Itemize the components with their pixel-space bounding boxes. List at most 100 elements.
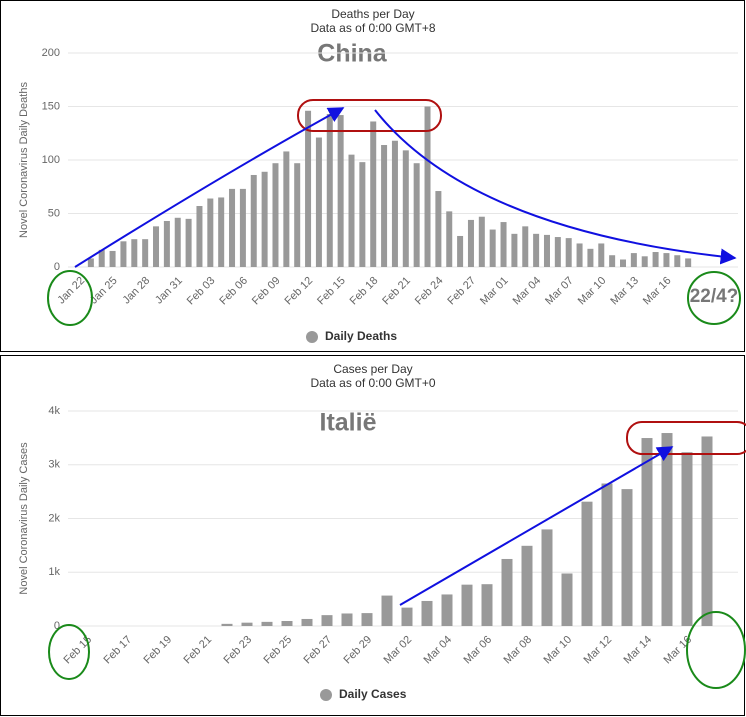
bar — [576, 243, 583, 267]
y-tick-label: 0 — [54, 620, 60, 632]
bar — [391, 140, 398, 267]
bar — [641, 438, 653, 626]
legend-label: Daily Cases — [339, 687, 407, 701]
bar — [239, 188, 246, 267]
bar — [370, 121, 377, 267]
bar — [272, 163, 279, 267]
bar — [446, 211, 453, 267]
highlight — [626, 421, 746, 455]
bar — [315, 137, 322, 267]
bar — [341, 613, 353, 626]
bar — [337, 115, 344, 267]
bar — [441, 594, 453, 626]
y-tick-label: 2k — [48, 512, 60, 524]
bar — [218, 197, 225, 267]
bar — [681, 452, 693, 626]
y-tick-label: 1k — [48, 566, 60, 578]
bar — [701, 436, 713, 626]
bar — [174, 217, 181, 267]
bar — [120, 241, 127, 267]
bar — [241, 622, 253, 626]
chart-subtitle: Data as of 0:00 GMT+0 — [310, 376, 435, 390]
overlay — [47, 99, 746, 689]
bar — [381, 595, 393, 626]
bar — [620, 259, 626, 267]
bar — [435, 191, 442, 267]
y-tick-label: 0 — [54, 261, 60, 273]
arrow — [374, 109, 737, 265]
bar — [153, 226, 160, 267]
y-tick-label: 50 — [48, 207, 60, 219]
bar — [326, 113, 333, 268]
bar — [207, 198, 214, 267]
y-tick-label: 150 — [42, 100, 60, 112]
legend-label: Daily Deaths — [325, 329, 397, 343]
bar — [294, 163, 301, 267]
arrow — [399, 446, 674, 606]
highlight — [687, 271, 741, 325]
bar — [185, 218, 192, 267]
bar — [478, 216, 485, 267]
bar — [321, 615, 333, 626]
bar — [565, 238, 572, 267]
bar — [587, 248, 594, 267]
bar — [467, 219, 474, 267]
bar — [621, 489, 633, 626]
y-axis-label: Novel Coronavirus Daily Cases — [18, 442, 30, 595]
bar — [98, 249, 105, 267]
bar — [142, 239, 149, 267]
bar — [461, 584, 473, 626]
legend-marker — [320, 689, 332, 701]
chart-title: Deaths per Day — [331, 7, 414, 21]
bar — [109, 250, 116, 267]
bar — [283, 151, 290, 267]
bar — [661, 433, 673, 626]
bar — [221, 623, 233, 626]
panel-border — [0, 355, 745, 716]
bar — [521, 545, 533, 626]
bar — [163, 220, 170, 267]
bar — [489, 229, 496, 267]
annotation: Italië — [320, 409, 377, 437]
bar — [229, 188, 236, 267]
bar — [87, 258, 94, 267]
bar — [652, 252, 659, 267]
bar — [663, 253, 670, 267]
bar — [561, 573, 573, 626]
y-axis-label: Novel Coronavirus Daily Deaths — [18, 82, 30, 238]
bar — [609, 255, 616, 267]
bar — [381, 145, 388, 267]
bar — [131, 239, 138, 267]
bar — [554, 237, 561, 267]
bar — [281, 621, 293, 626]
bar — [401, 607, 413, 626]
y-tick-label: 4k — [48, 405, 60, 417]
bar — [261, 171, 268, 267]
bar — [533, 233, 540, 267]
highlight — [48, 624, 90, 680]
bar — [685, 258, 692, 267]
chart-subtitle: Data as of 0:00 GMT+8 — [310, 21, 435, 35]
bar — [402, 150, 409, 267]
bar — [301, 618, 313, 626]
bar — [196, 206, 203, 267]
bar — [457, 235, 464, 267]
bar — [305, 110, 312, 267]
annotation: 22/4? — [690, 286, 739, 307]
legend-marker — [306, 331, 318, 343]
bar — [598, 243, 605, 267]
highlight — [686, 611, 746, 689]
bar — [511, 233, 518, 267]
highlight — [47, 270, 93, 326]
bar — [541, 529, 553, 626]
bar — [674, 255, 681, 267]
y-tick-label: 200 — [42, 47, 60, 59]
bar — [413, 163, 420, 267]
bar — [261, 621, 273, 626]
highlight — [297, 99, 442, 132]
bar — [630, 253, 637, 267]
bar — [424, 106, 431, 267]
bar — [359, 162, 366, 267]
chart-title: Cases per Day — [333, 362, 412, 376]
